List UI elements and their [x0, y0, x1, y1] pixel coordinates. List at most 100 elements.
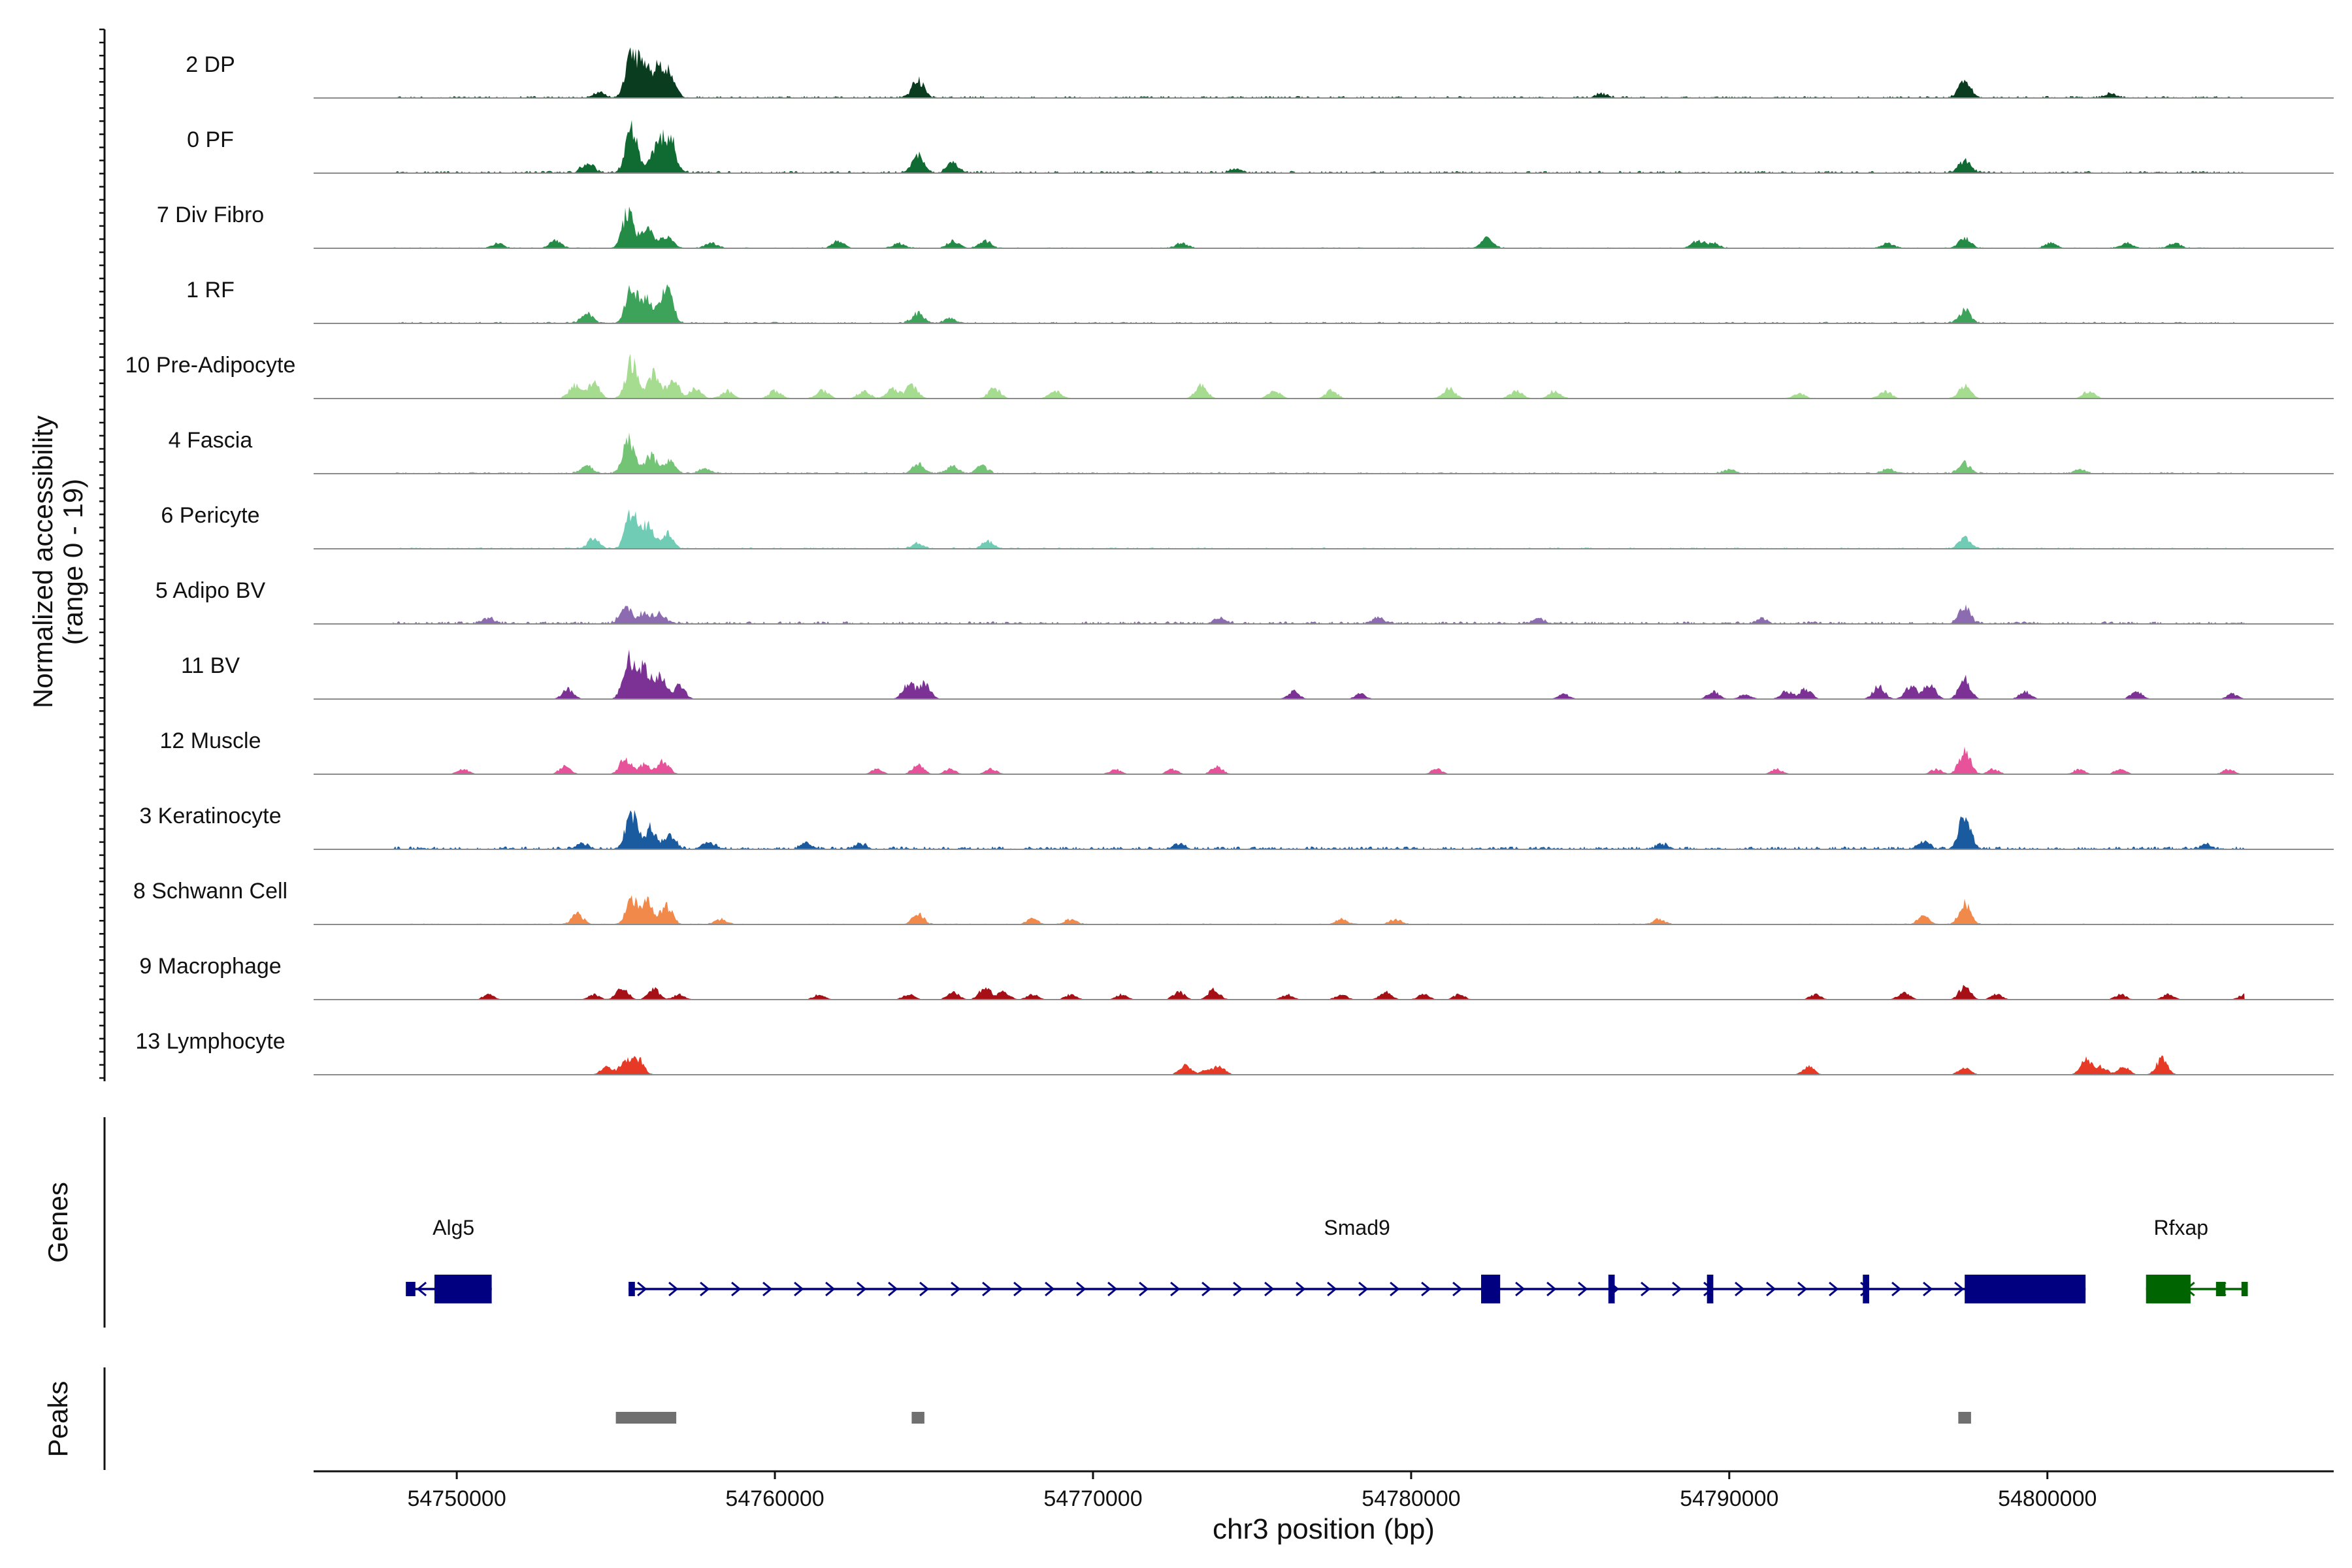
peak-region [1958, 1412, 1971, 1424]
coverage-tracks: 2 DP 0 PF 7 Div Fibro 1 RF 10 Pre-Adipocyte 4… [125, 47, 2334, 1075]
track-label: 10 Pre-Adipocyte [125, 353, 296, 378]
track-3-keratinocyte: 3 Keratinocyte [139, 804, 2334, 850]
strand-arrow [1578, 1281, 1588, 1297]
y-axis-title-line2: (range 0 - 19) [57, 479, 88, 645]
exon [1608, 1275, 1615, 1303]
exon [1707, 1275, 1714, 1303]
track-label: 5 Adipo BV [155, 578, 266, 603]
strand-arrow [1358, 1281, 1369, 1297]
strand-arrow [1170, 1281, 1181, 1297]
strand-arrow [1421, 1281, 1431, 1297]
strand-arrow [1954, 1281, 1965, 1297]
strand-arrow [700, 1281, 710, 1297]
track-11-bv: 11 BV [181, 649, 2334, 700]
track-label: 1 RF [186, 278, 235, 302]
y-axis-ticks [99, 28, 105, 1079]
coverage-area [393, 432, 2245, 474]
track-7-div-fibro: 7 Div Fibro [157, 203, 2334, 249]
track-8-schwann-cell: 8 Schwann Cell [133, 879, 2334, 925]
coverage-area [393, 809, 2245, 849]
exon [1481, 1275, 1501, 1303]
coverage-area [393, 895, 2245, 924]
strand-arrow [1139, 1281, 1149, 1297]
track-0-pf: 0 PF [187, 120, 2334, 174]
strand-arrow [1891, 1281, 1902, 1297]
coverage-area [393, 353, 2245, 399]
strand-arrow [888, 1281, 898, 1297]
track-label: 11 BV [181, 653, 240, 678]
track-10-pre-adipocyte: 10 Pre-Adipocyte [125, 353, 2334, 399]
x-tick-label: 54770000 [1043, 1486, 1142, 1511]
track-label: 6 Pericyte [161, 503, 259, 528]
x-tick-label: 54760000 [725, 1486, 824, 1511]
track-label: 13 Lymphocyte [135, 1029, 285, 1054]
track-6-pericyte: 6 Pericyte [161, 503, 2334, 549]
coverage-area [393, 1055, 2245, 1075]
exon [629, 1282, 635, 1296]
strand-arrow [1515, 1281, 1526, 1297]
x-axis-ticks: 54750000 54760000 54770000 54780000 54790000… [407, 1471, 2097, 1511]
y-axis-title-line1: Normalized accessibility [27, 416, 58, 708]
gene-label: Smad9 [1324, 1216, 1390, 1239]
gene-models: Alg5 Smad9 Rfxap [406, 1216, 2248, 1303]
x-tick-label: 54790000 [1680, 1486, 1778, 1511]
strand-arrow [982, 1281, 992, 1297]
strand-arrow [1327, 1281, 1337, 1297]
strand-arrow [668, 1281, 679, 1297]
strand-arrow [1233, 1281, 1243, 1297]
strand-arrow [1797, 1281, 1808, 1297]
x-tick-label: 54750000 [407, 1486, 506, 1511]
coverage-area [393, 284, 2245, 323]
track-13-lymphocyte: 13 Lymphocyte [135, 1029, 2334, 1075]
genes-panel: Genes Alg5 Smad9 Rfxap [42, 1117, 2248, 1328]
coverage-area [393, 206, 2245, 248]
track-label: 0 PF [187, 127, 234, 152]
coverage-area [393, 120, 2245, 173]
strand-arrow [794, 1281, 804, 1297]
strand-arrow [857, 1281, 867, 1297]
track-1-rf: 1 RF [186, 278, 2334, 324]
strand-arrow [951, 1281, 961, 1297]
coverage-area [393, 746, 2245, 774]
exon [434, 1275, 492, 1303]
strand-arrow [1641, 1281, 1651, 1297]
track-label: 2 DP [186, 52, 235, 77]
gene-smad9: Smad9 [629, 1216, 2086, 1303]
coverage-area [393, 509, 2245, 549]
strand-arrow [1201, 1281, 1212, 1297]
track-label: 9 Macrophage [139, 954, 281, 979]
exon [1965, 1275, 2086, 1303]
track-label: 3 Keratinocyte [139, 804, 281, 828]
gene-alg5: Alg5 [406, 1216, 492, 1303]
track-5-adipo-bv: 5 Adipo BV [155, 578, 2334, 625]
gene-label: Rfxap [2154, 1216, 2209, 1239]
track-2-dp: 2 DP [186, 47, 2334, 99]
track-12-muscle: 12 Muscle [160, 728, 2334, 775]
x-axis: 54750000 54760000 54770000 54780000 54790000… [314, 1470, 2334, 1545]
strand-arrow [1296, 1281, 1306, 1297]
strand-arrow [1264, 1281, 1275, 1297]
strand-arrow [1045, 1281, 1055, 1297]
strand-arrow [1829, 1281, 1839, 1297]
peaks-panel-label: Peaks [42, 1381, 73, 1458]
strand-arrow [1390, 1281, 1400, 1297]
exon [1863, 1275, 1869, 1303]
strand-arrow [1672, 1281, 1682, 1297]
called-peaks [615, 1412, 1971, 1424]
exon [2241, 1282, 2248, 1296]
coverage-area [393, 649, 2245, 699]
y-axis: Normalized accessibility (range 0 - 19) [27, 28, 106, 1081]
x-tick-label: 54780000 [1362, 1486, 1460, 1511]
track-9-macrophage: 9 Macrophage [139, 954, 2334, 1000]
track-4-fascia: 4 Fascia [169, 428, 2334, 474]
strand-arrow [637, 1281, 647, 1297]
strand-arrow [731, 1281, 742, 1297]
coverage-area [393, 604, 2245, 624]
exon [2215, 1282, 2226, 1296]
strand-arrow [919, 1281, 930, 1297]
strand-arrow [825, 1281, 836, 1297]
strand-arrow [1013, 1281, 1024, 1297]
strand-arrow [1452, 1281, 1463, 1297]
track-label: 12 Muscle [160, 728, 261, 753]
